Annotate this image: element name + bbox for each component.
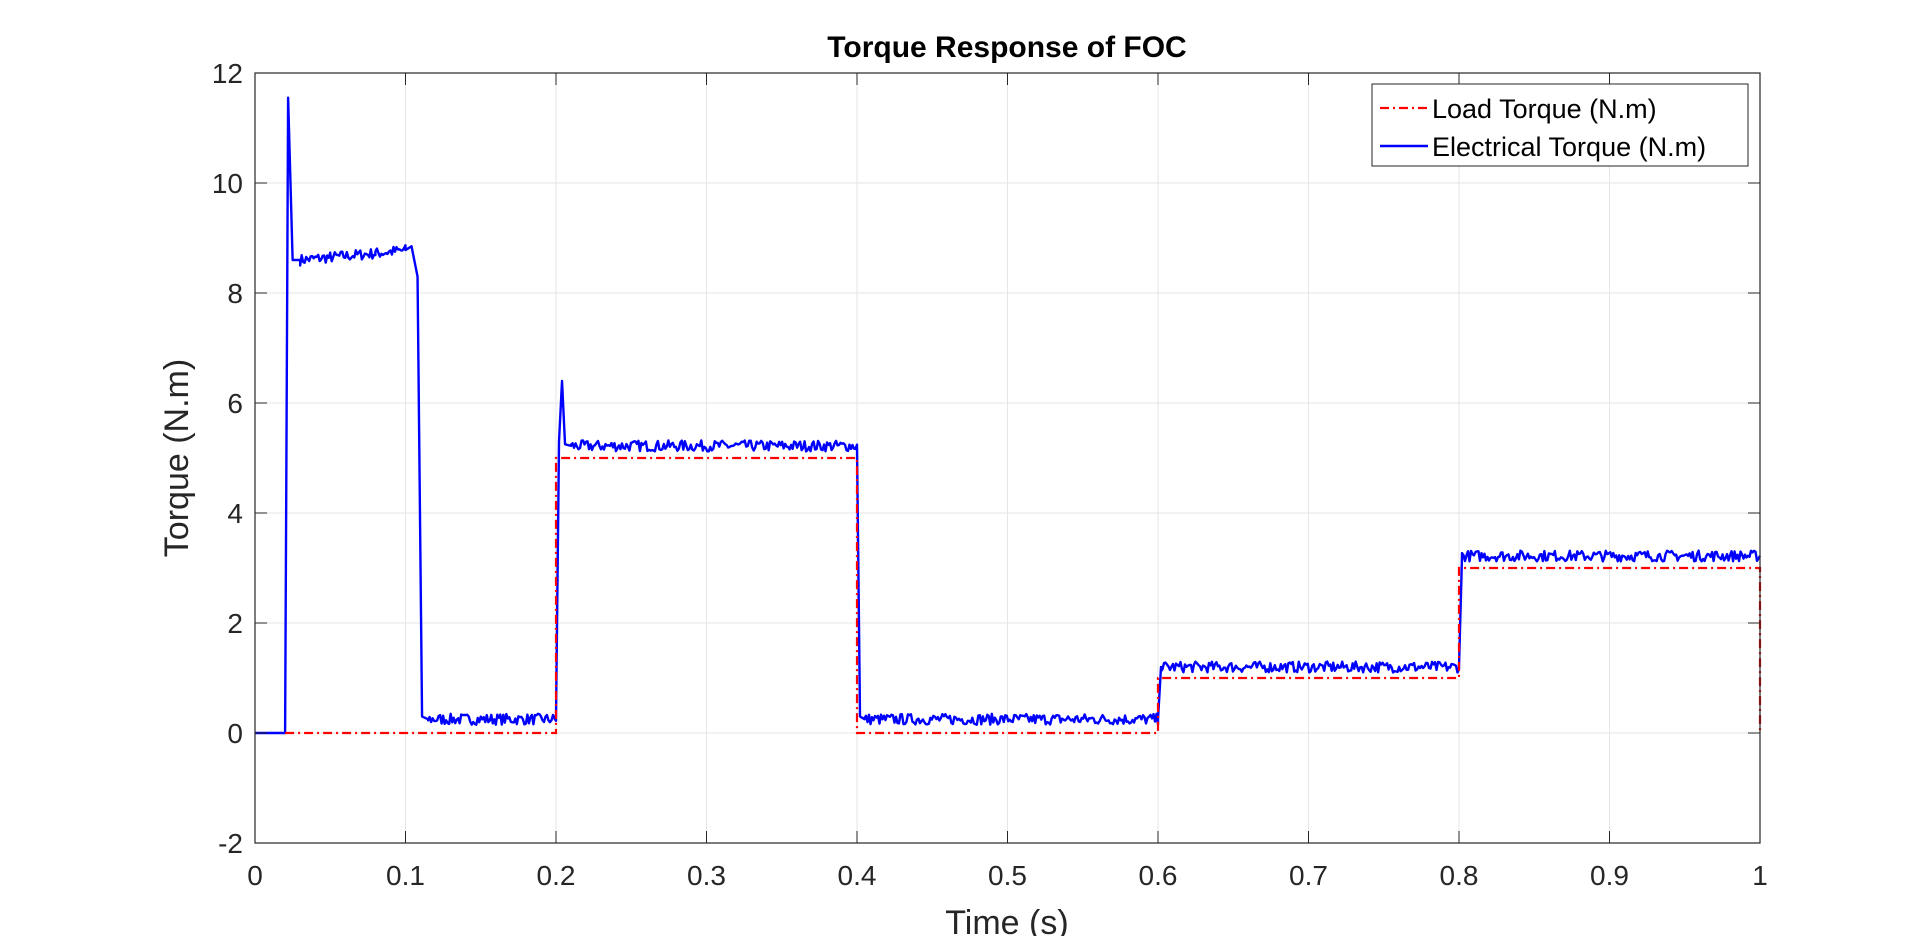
x-tick-label: 0.2 [537, 860, 576, 891]
y-tick-label: 10 [212, 168, 243, 199]
y-tick-label: 6 [227, 388, 243, 419]
y-tick-label: 12 [212, 58, 243, 89]
x-tick-label: 0.1 [386, 860, 425, 891]
x-tick-label: 0 [247, 860, 263, 891]
y-tick-label: 2 [227, 608, 243, 639]
series-electrical-torque [255, 96, 1762, 735]
x-tick-label: 0.9 [1590, 860, 1629, 891]
legend-label-load-torque: Load Torque (N.m) [1432, 94, 1657, 124]
series-load-torque [285, 456, 1762, 735]
y-tick-label: -2 [218, 828, 243, 859]
x-tick-label: 0.3 [687, 860, 726, 891]
x-tick-label: 0.6 [1139, 860, 1178, 891]
series-layer [255, 96, 1762, 735]
legend-label-electrical-torque: Electrical Torque (N.m) [1432, 132, 1706, 162]
chart-title: Torque Response of FOC [827, 31, 1186, 64]
x-tick-label: 0.8 [1440, 860, 1479, 891]
x-tick-label: 0.7 [1289, 860, 1328, 891]
y-tick-label: 8 [227, 278, 243, 309]
x-tick-label: 0.4 [838, 860, 877, 891]
x-axis-label: Time (s) [945, 904, 1068, 936]
legend: Load Torque (N.m) Electrical Torque (N.m… [1371, 83, 1749, 167]
x-tick-label: 0.5 [988, 860, 1027, 891]
legend-box [1371, 83, 1749, 167]
x-tick-label: 1 [1752, 860, 1768, 891]
y-tick-label: 4 [227, 498, 243, 529]
y-axis-label: Torque (N.m) [158, 359, 196, 557]
y-tick-label: 0 [227, 718, 243, 749]
